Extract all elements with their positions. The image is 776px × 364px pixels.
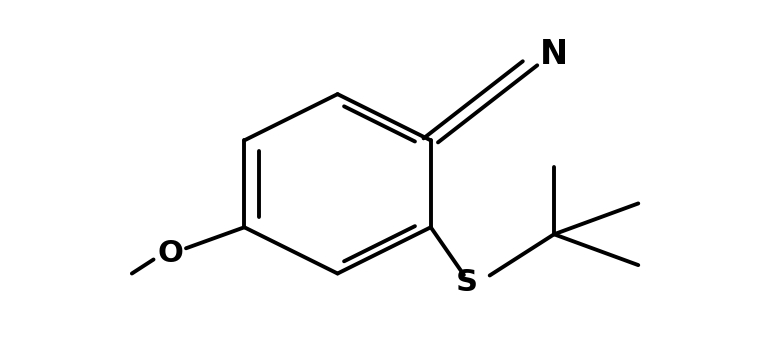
- Text: S: S: [456, 268, 478, 297]
- Text: O: O: [158, 239, 183, 268]
- Text: N: N: [540, 38, 568, 71]
